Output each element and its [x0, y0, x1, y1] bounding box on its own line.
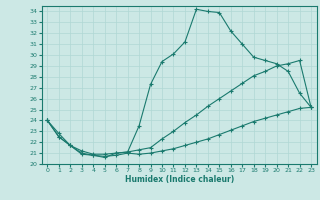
X-axis label: Humidex (Indice chaleur): Humidex (Indice chaleur)	[124, 175, 234, 184]
